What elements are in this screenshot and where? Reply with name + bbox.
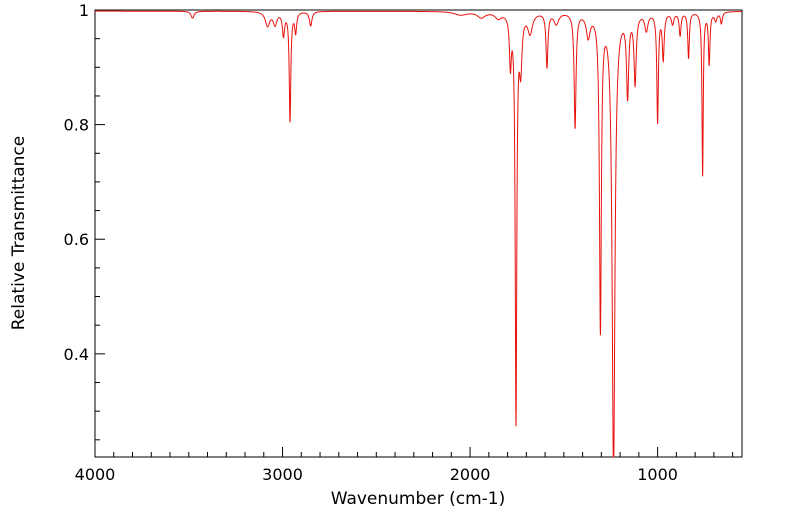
x-tick-label: 2000 (450, 465, 491, 484)
major-y-ticks (95, 9, 105, 355)
y-tick-labels: 0.4 0.6 0.8 1 (64, 1, 89, 364)
x-tick-labels: 4000 3000 2000 1000 (75, 465, 678, 484)
major-x-ticks (94, 447, 659, 457)
minor-x-ticks (113, 452, 734, 457)
spectrum-line (95, 10, 742, 458)
y-tick-label: 0.8 (64, 116, 89, 135)
x-axis-title: Wavenumber (cm-1) (331, 489, 506, 509)
plot-frame (94, 9, 743, 458)
y-tick-label: 0.6 (64, 230, 89, 249)
minor-y-ticks (95, 38, 100, 441)
x-tick-label: 4000 (75, 465, 116, 484)
x-tick-label: 1000 (637, 465, 678, 484)
x-tick-label: 3000 (262, 465, 303, 484)
y-axis-title: Relative Transmittance (9, 136, 29, 331)
y-tick-label: 1 (79, 1, 89, 20)
y-tick-label: 0.4 (64, 345, 89, 364)
